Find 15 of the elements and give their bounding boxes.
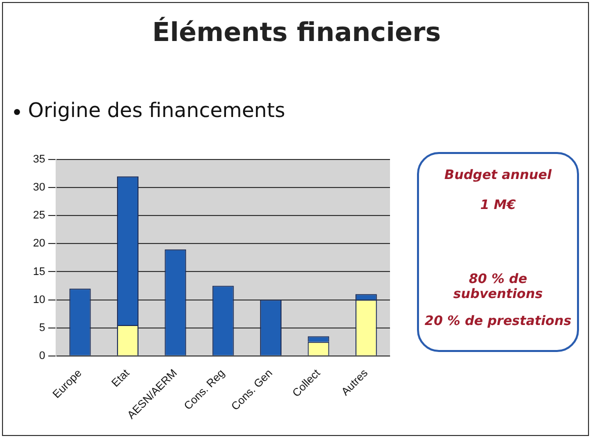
y-tick-label: 10 [32, 294, 46, 306]
text: 1 M€ [479, 198, 517, 213]
y-tick-label: 20 [32, 238, 46, 250]
text: Budget annuel [443, 168, 553, 183]
y-tick-label: 15 [32, 266, 46, 278]
y-tick-label: 0 [39, 350, 46, 362]
y-tick-label: 30 [32, 182, 46, 194]
x-tick-label: Etat [110, 367, 132, 390]
y-tick-label: 25 [32, 210, 46, 222]
y-tick-label: 35 [32, 154, 46, 166]
text: 20 % de prestations [424, 314, 572, 329]
chart-title: Éléments financiers [151, 18, 442, 48]
y-tick-label: 5 [39, 322, 46, 334]
text: 80 % de subventions [453, 272, 543, 302]
chart-subtitle: Origine des financements [28, 98, 286, 122]
